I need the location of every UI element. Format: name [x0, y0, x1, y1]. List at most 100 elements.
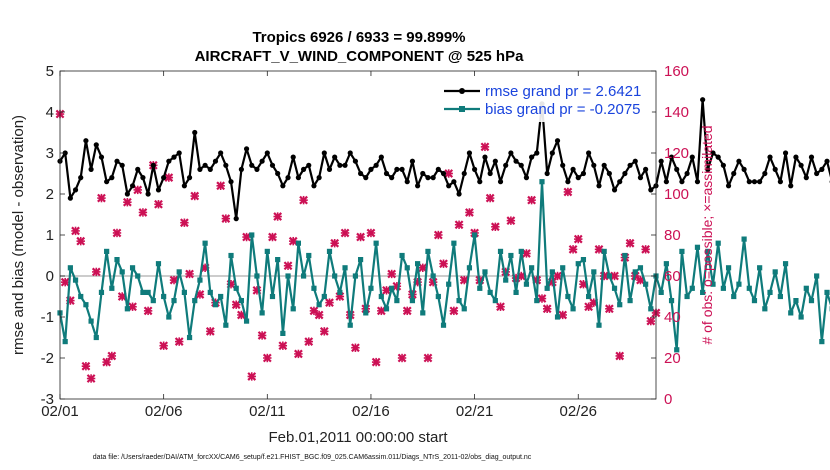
rmse-point	[814, 170, 820, 177]
x-tick-label: 02/26	[559, 403, 597, 420]
bias-point	[223, 322, 229, 328]
rmse-point	[554, 138, 561, 144]
rmse-point	[285, 175, 291, 181]
bias-point	[586, 293, 592, 300]
bias-point	[601, 248, 607, 254]
y-tick-right-label: 80	[664, 227, 681, 244]
bias-point	[715, 240, 721, 246]
rmse-point	[440, 170, 447, 177]
bias-point	[757, 265, 763, 271]
obs-marker	[309, 306, 319, 316]
bias-line	[58, 180, 830, 351]
rmse-point	[316, 175, 322, 181]
bias-point	[446, 281, 452, 287]
rmse-point	[186, 175, 193, 181]
obs-marker	[299, 195, 308, 205]
bias-point	[606, 273, 612, 279]
obs-marker	[351, 343, 360, 353]
bias-point	[689, 285, 695, 291]
rmse-point	[492, 158, 498, 164]
rmse-point	[311, 183, 317, 189]
rmse-point	[332, 154, 338, 160]
bias-point	[497, 248, 504, 254]
rmse-point	[202, 162, 208, 168]
obs-marker	[76, 236, 86, 246]
rmse-point	[119, 162, 125, 168]
rmse-point	[632, 158, 638, 164]
bias-point	[440, 322, 447, 328]
obs-marker	[537, 294, 547, 303]
obs-marker	[558, 310, 568, 320]
rmse-point	[104, 179, 110, 185]
obs-marker	[294, 349, 303, 359]
bias-point	[554, 314, 561, 320]
bias-point	[357, 257, 364, 263]
obs-marker	[97, 193, 106, 203]
x-tick-label: 02/01	[41, 403, 79, 420]
rmse-point	[280, 183, 286, 189]
rmse-point	[218, 150, 224, 156]
obs-marker	[216, 181, 226, 191]
y-tick-right-label: 20	[664, 350, 681, 367]
y-axis-left: -3 -2 -1 0 1 2 3 4 5	[41, 63, 65, 408]
bias-point	[560, 265, 566, 271]
rmse-point	[176, 150, 182, 156]
bias-point	[342, 265, 348, 271]
rmse-point	[352, 158, 359, 164]
bias-point	[207, 289, 213, 295]
rmse-point	[466, 150, 473, 156]
bias-point	[119, 269, 125, 275]
bias-point	[814, 273, 820, 279]
bias-point	[736, 281, 742, 287]
rmse-point	[606, 170, 612, 177]
rmse-point	[803, 175, 809, 181]
obs-marker	[397, 353, 407, 363]
obs-marker	[454, 220, 464, 230]
y-tick-right-label: 160	[664, 63, 689, 80]
bias-point	[249, 232, 255, 238]
obs-marker	[646, 316, 656, 326]
obs-marker	[371, 357, 381, 367]
bias-point	[472, 232, 478, 238]
obs-marker	[506, 216, 516, 226]
rmse-point	[782, 150, 789, 156]
x-tick-label: 02/06	[145, 403, 183, 420]
obs-marker	[268, 232, 277, 242]
rmse-point	[207, 166, 213, 172]
bias-point	[782, 261, 789, 267]
bias-point	[777, 293, 783, 300]
rmse-point	[135, 166, 141, 172]
chart-subtitle: AIRCRAFT_V_WIND_COMPONENT @ 525 hPa	[195, 48, 525, 65]
bias-point	[565, 293, 571, 300]
rmse-point	[663, 179, 669, 185]
bias-point	[145, 289, 151, 295]
rmse-point	[114, 158, 120, 164]
bias-point	[643, 281, 649, 287]
bias-point	[98, 289, 105, 295]
bias-point	[720, 285, 726, 291]
obs-marker	[231, 300, 241, 310]
rmse-point	[238, 166, 244, 172]
y-tick-left-label: 0	[46, 268, 54, 285]
bias-point	[171, 298, 177, 304]
rmse-point	[415, 183, 421, 189]
rmse-point	[725, 183, 732, 189]
obs-marker	[553, 271, 562, 281]
bias-point	[772, 269, 778, 275]
rmse-point	[705, 166, 711, 172]
rmse-point	[679, 179, 685, 185]
rmse-point	[212, 158, 219, 164]
rmse-point	[389, 175, 395, 181]
bias-point	[285, 273, 291, 279]
obs-marker	[465, 208, 474, 217]
bias-point	[347, 322, 353, 328]
obs-marker	[122, 197, 132, 207]
legend-bias-label: bias grand pr = -0.2075	[485, 101, 641, 118]
bias-point	[311, 285, 317, 291]
bias-point	[570, 306, 576, 312]
bias-point	[186, 334, 193, 341]
rmse-point	[109, 175, 115, 181]
bias-point	[300, 273, 307, 279]
rmse-point	[93, 142, 99, 148]
rmse-point	[482, 154, 488, 160]
